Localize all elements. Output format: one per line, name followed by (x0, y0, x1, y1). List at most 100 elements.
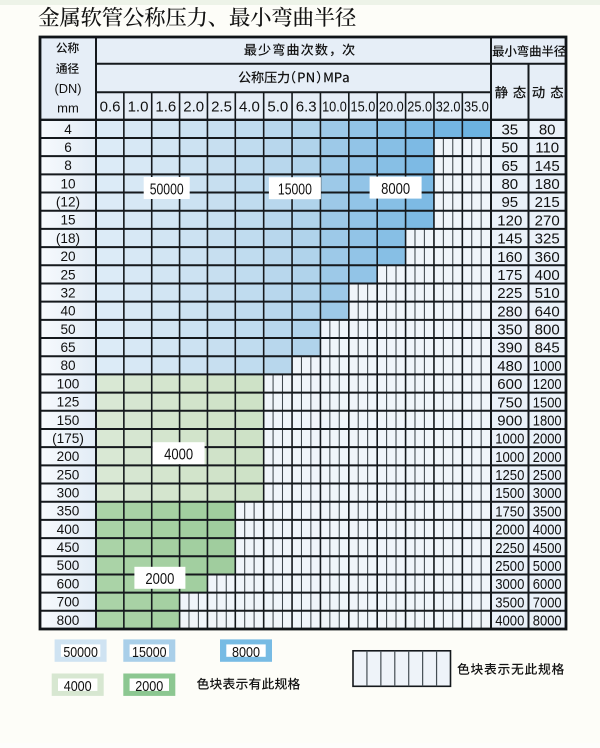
svg-text:5.0: 5.0 (267, 99, 288, 116)
svg-text:32.0: 32.0 (436, 99, 461, 116)
svg-text:200: 200 (57, 449, 80, 464)
svg-text:(12): (12) (56, 195, 80, 210)
svg-text:845: 845 (535, 340, 560, 357)
svg-text:4000: 4000 (495, 613, 524, 630)
svg-text:4000: 4000 (533, 522, 562, 539)
svg-text:20: 20 (60, 249, 76, 264)
svg-text:15: 15 (60, 213, 75, 228)
svg-text:360: 360 (535, 249, 560, 266)
svg-text:120: 120 (497, 212, 522, 229)
svg-text:125: 125 (57, 395, 80, 410)
svg-text:2500: 2500 (533, 467, 562, 484)
svg-text:80: 80 (501, 176, 518, 193)
svg-text:4.0: 4.0 (239, 99, 260, 116)
svg-text:2000: 2000 (533, 431, 562, 448)
svg-text:80: 80 (60, 358, 76, 373)
svg-text:15000: 15000 (132, 644, 167, 661)
svg-text:8000: 8000 (232, 644, 260, 661)
svg-text:145: 145 (497, 231, 522, 248)
svg-text:700: 700 (57, 595, 80, 610)
svg-text:15.0: 15.0 (351, 99, 376, 116)
svg-text:1200: 1200 (533, 376, 562, 393)
svg-text:110: 110 (535, 140, 559, 157)
svg-text:(DN): (DN) (54, 81, 81, 96)
svg-text:50000: 50000 (150, 181, 184, 198)
svg-text:2.5: 2.5 (211, 99, 232, 116)
svg-text:2.0: 2.0 (183, 99, 204, 116)
svg-text:50000: 50000 (63, 644, 98, 661)
svg-text:80: 80 (539, 122, 556, 139)
svg-text:150: 150 (57, 413, 80, 428)
svg-text:35: 35 (501, 122, 518, 139)
svg-text:6.3: 6.3 (296, 99, 317, 116)
svg-text:1750: 1750 (495, 503, 524, 520)
svg-text:400: 400 (535, 267, 560, 284)
svg-text:1500: 1500 (533, 394, 562, 411)
svg-text:390: 390 (497, 340, 522, 357)
svg-text:95: 95 (501, 194, 518, 211)
svg-text:10: 10 (60, 176, 76, 191)
svg-text:750: 750 (497, 394, 522, 411)
svg-text:mm: mm (57, 101, 79, 116)
svg-text:2000: 2000 (495, 522, 524, 539)
svg-text:3500: 3500 (495, 594, 524, 611)
svg-text:(18): (18) (56, 231, 80, 246)
svg-text:2000: 2000 (145, 571, 174, 588)
svg-text:175: 175 (497, 267, 522, 284)
svg-text:800: 800 (535, 322, 560, 339)
svg-text:7000: 7000 (533, 594, 562, 611)
svg-text:1000: 1000 (533, 358, 562, 375)
svg-text:4000: 4000 (164, 447, 193, 464)
svg-text:8: 8 (64, 158, 72, 173)
svg-text:6: 6 (64, 140, 72, 155)
svg-text:215: 215 (535, 194, 560, 211)
svg-text:600: 600 (57, 576, 80, 591)
svg-text:325: 325 (535, 231, 560, 248)
svg-text:40: 40 (60, 304, 76, 319)
svg-text:400: 400 (57, 522, 80, 537)
svg-text:35.0: 35.0 (464, 99, 489, 116)
svg-text:20.0: 20.0 (379, 99, 404, 116)
svg-text:4: 4 (64, 122, 72, 137)
svg-text:1.0: 1.0 (128, 99, 149, 116)
svg-text:3000: 3000 (495, 576, 524, 593)
svg-text:800: 800 (57, 613, 80, 628)
svg-text:50: 50 (501, 140, 518, 157)
svg-text:1000: 1000 (495, 449, 524, 466)
svg-text:1.6: 1.6 (155, 99, 176, 116)
svg-text:640: 640 (535, 303, 560, 320)
svg-text:250: 250 (57, 467, 80, 482)
svg-text:350: 350 (497, 322, 522, 339)
svg-text:100: 100 (57, 376, 80, 391)
svg-text:2000: 2000 (135, 678, 163, 695)
svg-text:2000: 2000 (533, 449, 562, 466)
svg-text:1800: 1800 (533, 413, 562, 430)
svg-text:600: 600 (497, 376, 522, 393)
svg-text:270: 270 (535, 212, 560, 229)
svg-text:900: 900 (497, 413, 522, 430)
svg-text:32: 32 (60, 286, 75, 301)
svg-text:350: 350 (57, 504, 80, 519)
svg-text:50: 50 (60, 322, 76, 337)
svg-text:8000: 8000 (533, 613, 562, 630)
svg-text:25.0: 25.0 (407, 99, 432, 116)
svg-text:225: 225 (497, 285, 522, 302)
svg-text:510: 510 (535, 285, 560, 302)
svg-text:160: 160 (497, 249, 522, 266)
svg-text:25: 25 (60, 267, 75, 282)
svg-text:3000: 3000 (533, 485, 562, 502)
svg-text:500: 500 (57, 558, 80, 573)
svg-text:450: 450 (57, 540, 80, 555)
svg-text:4500: 4500 (533, 540, 562, 557)
svg-text:2250: 2250 (495, 540, 524, 557)
svg-text:2500: 2500 (495, 558, 524, 575)
svg-text:3500: 3500 (533, 503, 562, 520)
svg-text:145: 145 (535, 158, 560, 175)
svg-text:6000: 6000 (533, 576, 562, 593)
svg-text:10.0: 10.0 (322, 99, 347, 116)
svg-text:(175): (175) (52, 431, 84, 446)
svg-text:1500: 1500 (495, 485, 524, 502)
svg-text:180: 180 (535, 176, 560, 193)
svg-text:0.6: 0.6 (100, 99, 121, 116)
svg-text:1250: 1250 (495, 467, 524, 484)
